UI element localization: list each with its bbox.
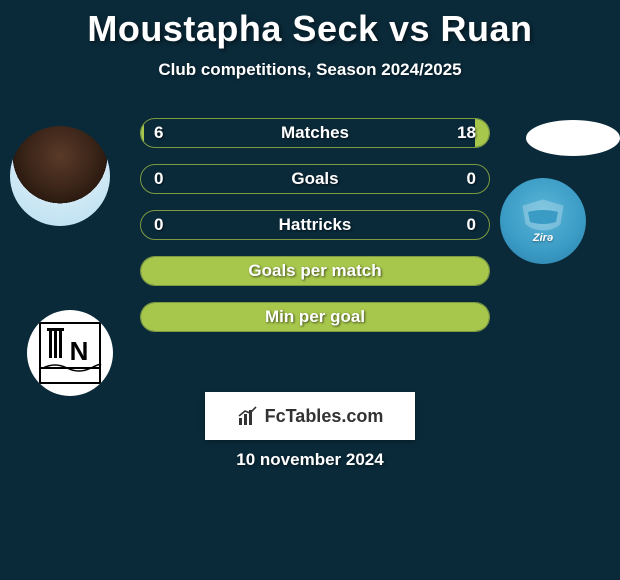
player-photo-right bbox=[526, 120, 620, 156]
stat-label: Goals per match bbox=[140, 256, 490, 286]
stat-row: Goals per match bbox=[140, 256, 490, 286]
stat-row: Min per goal bbox=[140, 302, 490, 332]
chart-icon bbox=[237, 405, 259, 427]
player-photo-left bbox=[10, 126, 110, 226]
club-badge-left: N bbox=[27, 310, 113, 396]
stat-row: Hattricks0 0 bbox=[140, 210, 490, 240]
stat-value-left: 0 bbox=[154, 164, 163, 194]
stat-value-left: 0 bbox=[154, 210, 163, 240]
stat-value-right: 18 bbox=[457, 118, 476, 148]
footer-date: 10 november 2024 bbox=[0, 450, 620, 470]
shield-icon bbox=[518, 198, 568, 232]
stat-label: Matches bbox=[140, 118, 490, 148]
club-badge-right-label: Zirə bbox=[533, 232, 553, 244]
stat-value-right: 0 bbox=[467, 164, 476, 194]
page-title: Moustapha Seck vs Ruan bbox=[0, 0, 620, 50]
stat-value-left: 6 bbox=[154, 118, 163, 148]
brand-badge: FcTables.com bbox=[205, 392, 415, 440]
stat-label: Min per goal bbox=[140, 302, 490, 332]
club-badge-right: Zirə bbox=[500, 178, 586, 264]
stat-label: Goals bbox=[140, 164, 490, 194]
page-subtitle: Club competitions, Season 2024/2025 bbox=[0, 60, 620, 80]
stat-label: Hattricks bbox=[140, 210, 490, 240]
svg-text:N: N bbox=[70, 336, 89, 366]
brand-text: FcTables.com bbox=[265, 406, 384, 427]
stat-value-right: 0 bbox=[467, 210, 476, 240]
club-badge-left-graphic: N bbox=[35, 318, 105, 388]
stat-row: Goals0 0 bbox=[140, 164, 490, 194]
stat-row: Matches6 18 bbox=[140, 118, 490, 148]
stat-bars-column: Matches618Goals00Hattricks00Goals per ma… bbox=[140, 118, 490, 348]
